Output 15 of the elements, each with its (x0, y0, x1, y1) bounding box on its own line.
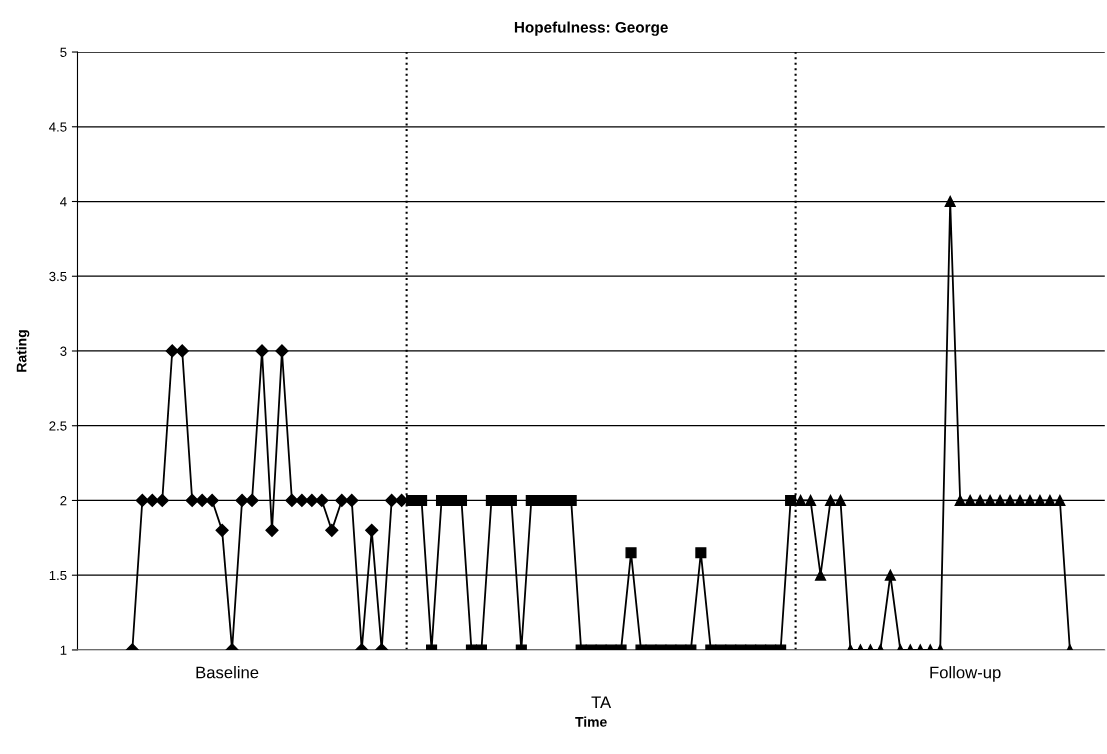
y-tick-label: 4.5 (49, 122, 67, 132)
y-tick-label: 4 (60, 197, 67, 207)
y-axis-title: Rating (16, 330, 30, 372)
y-tick-label: 1 (60, 645, 67, 655)
text: Follow-up (930, 666, 1001, 682)
y-tick-label: 2 (60, 496, 67, 506)
x-axis-title: Time (575, 716, 607, 727)
y-tick-label: 3 (60, 346, 67, 356)
y-tick-label: 1.5 (49, 570, 67, 581)
y-tick-label: 5 (60, 47, 67, 57)
y-tick-label: 2.5 (49, 421, 67, 431)
text: Baseline (196, 666, 259, 679)
chart-title: Hopefulness: George (514, 21, 668, 36)
y-tick-label: 3.5 (49, 271, 67, 282)
text: TA (591, 696, 612, 709)
